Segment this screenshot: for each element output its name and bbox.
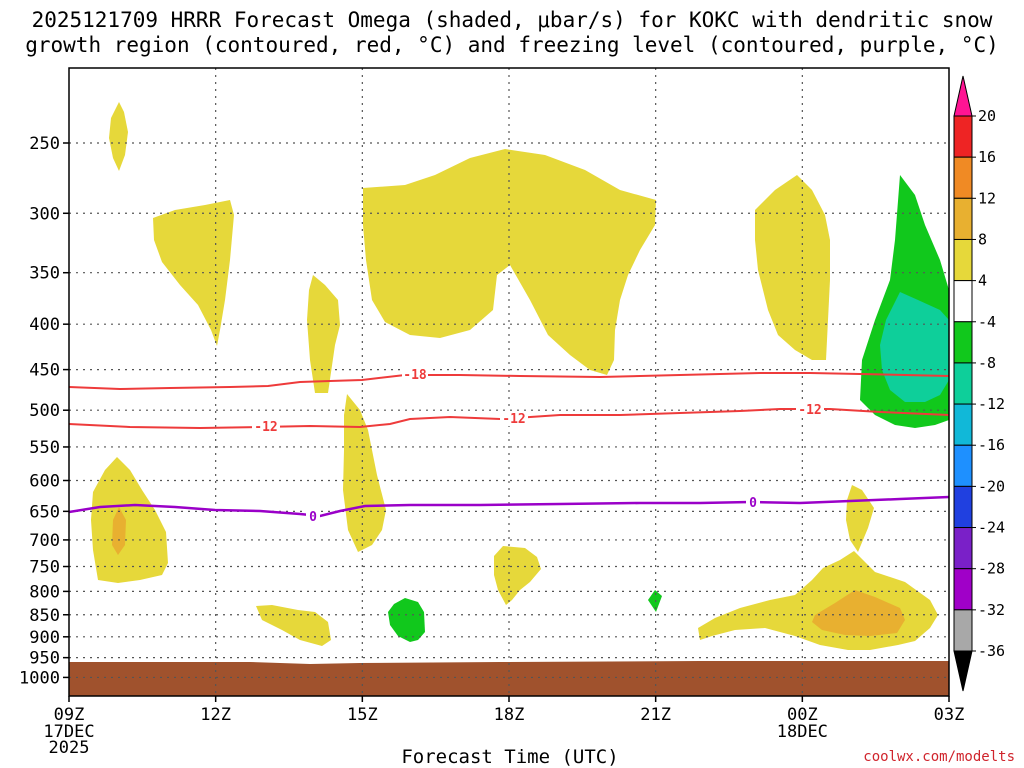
y-tick-label: 350 (29, 264, 60, 284)
colorbar-tick-label: 4 (978, 272, 987, 290)
colorbar-tick-label: -20 (978, 477, 1005, 495)
svg-text:0: 0 (309, 510, 317, 525)
colorbar-swatch (953, 609, 973, 652)
y-tick-label: 400 (29, 315, 60, 335)
colorbar-swatch (953, 280, 973, 323)
colorbar-arrow-bottom (953, 650, 973, 692)
colorbar-swatch (953, 527, 973, 570)
x-tick-label: 03Z (934, 705, 965, 725)
y-tick-label: 950 (29, 649, 60, 669)
y-tick-label: 650 (29, 502, 60, 522)
omega-region-ascent-lower-2 (256, 605, 331, 646)
colorbar-swatch (953, 362, 973, 405)
chart-title-line2: growth region (contoured, red, °C) and f… (25, 33, 999, 57)
svg-text:-12: -12 (798, 403, 821, 418)
colorbar-tick-label: -8 (978, 354, 996, 372)
plot-area: -18 -12 -12 -12 0 0 (69, 68, 949, 696)
colorbar-tick-label: -12 (978, 395, 1005, 413)
colorbar-tick-label: 12 (978, 189, 996, 207)
colorbar-swatch (953, 485, 973, 529)
y-tick-label: 450 (29, 361, 60, 381)
contour-label-zero-a: 0 (306, 509, 320, 525)
credit-link[interactable]: coolwx.com/modelts (863, 749, 1015, 765)
svg-text:-12: -12 (254, 420, 277, 435)
x-tick-label: 15Z (347, 705, 378, 725)
contour-label-zero-b: 0 (746, 495, 760, 511)
y-tick-label: 750 (29, 558, 60, 578)
colorbar-swatch (953, 156, 973, 199)
y-tick-label: 250 (29, 134, 60, 154)
colorbar-swatch (953, 238, 973, 282)
colorbar-swatch (953, 197, 973, 240)
omega-region-ascent-upper-left (153, 200, 234, 346)
y-tick-label: 800 (29, 582, 60, 602)
omega-region-ascent-strong-lower-left (112, 507, 126, 555)
x-tick-label: 18Z (494, 705, 525, 725)
contour-label-minus18: -18 (402, 367, 428, 383)
colorbar-tick-label: -16 (978, 436, 1005, 454)
colorbar-swatch (953, 403, 973, 446)
colorbar-swatch (953, 321, 973, 364)
omega-region-descent-lower (388, 598, 425, 642)
svg-text:-12: -12 (502, 412, 525, 427)
y-tick-label: 1000 (19, 668, 60, 688)
contour-label-minus12-a: -12 (252, 419, 280, 435)
colorbar-tick-label: 20 (978, 107, 996, 125)
omega-region-ascent-lower-3 (494, 546, 541, 605)
x-tick-label: 12Z (200, 705, 231, 725)
contour-freezing-level (69, 495, 949, 518)
contour-label-minus12-c: -12 (796, 402, 824, 418)
x-tick-label: 00Z (787, 705, 818, 725)
y-tick-label: 850 (29, 606, 60, 626)
colorbar-swatch (953, 115, 973, 158)
omega-region-ascent-strong-lower-right (812, 590, 905, 636)
svg-text:0: 0 (749, 496, 757, 511)
colorbar-tick-label: 16 (978, 148, 996, 166)
y-tick-label: 300 (29, 204, 60, 224)
colorbar-tick-label: -4 (978, 313, 996, 331)
colorbar-tick-label: -24 (978, 519, 1005, 537)
x-tick-label: 21Z (640, 705, 671, 725)
omega-region-ascent-lower-left (91, 457, 168, 583)
contour-minus12 (69, 408, 949, 430)
chart-title-line1: 2025121709 HRRR Forecast Omega (shaded, … (32, 8, 993, 32)
colorbar-tick-label: -28 (978, 560, 1005, 578)
omega-region-ascent-mid-1 (307, 275, 340, 393)
omega-region-ascent-upper-right (755, 175, 830, 360)
omega-region-ascent-upper-left-tip (109, 102, 128, 171)
colorbar: 20 16 12 8 4 -4 -8 -12 -16 -20 -24 -28 -32 -36 (953, 75, 1005, 692)
y-axis: 2503003504004505005506006507007508008509… (19, 134, 69, 688)
x-axis-label: Forecast Time (UTC) (401, 746, 618, 768)
omega-region-ascent-upper-center (363, 149, 656, 375)
y-tick-label: 900 (29, 628, 60, 648)
colorbar-swatch (953, 568, 973, 611)
x-tick-date: 18DEC (777, 722, 828, 742)
y-tick-label: 600 (29, 471, 60, 491)
colorbar-arrow-top (953, 75, 973, 117)
y-tick-label: 700 (29, 531, 60, 551)
x-tick-date: 17DEC (43, 722, 94, 742)
y-tick-label: 500 (29, 401, 60, 421)
svg-text:-18: -18 (403, 368, 427, 383)
contour-label-minus12-b: -12 (500, 411, 528, 427)
y-tick-label: 550 (29, 438, 60, 458)
colorbar-swatch (953, 444, 973, 487)
omega-region-descent-lower-small (648, 590, 662, 612)
colorbar-tick-label: 8 (978, 230, 987, 248)
omega-region-ascent-mid-2 (343, 394, 386, 552)
colorbar-tick-label: -36 (978, 642, 1005, 660)
x-tick-label: 09Z (54, 705, 85, 725)
x-tick-year: 2025 (49, 738, 90, 758)
colorbar-tick-label: -32 (978, 601, 1005, 619)
